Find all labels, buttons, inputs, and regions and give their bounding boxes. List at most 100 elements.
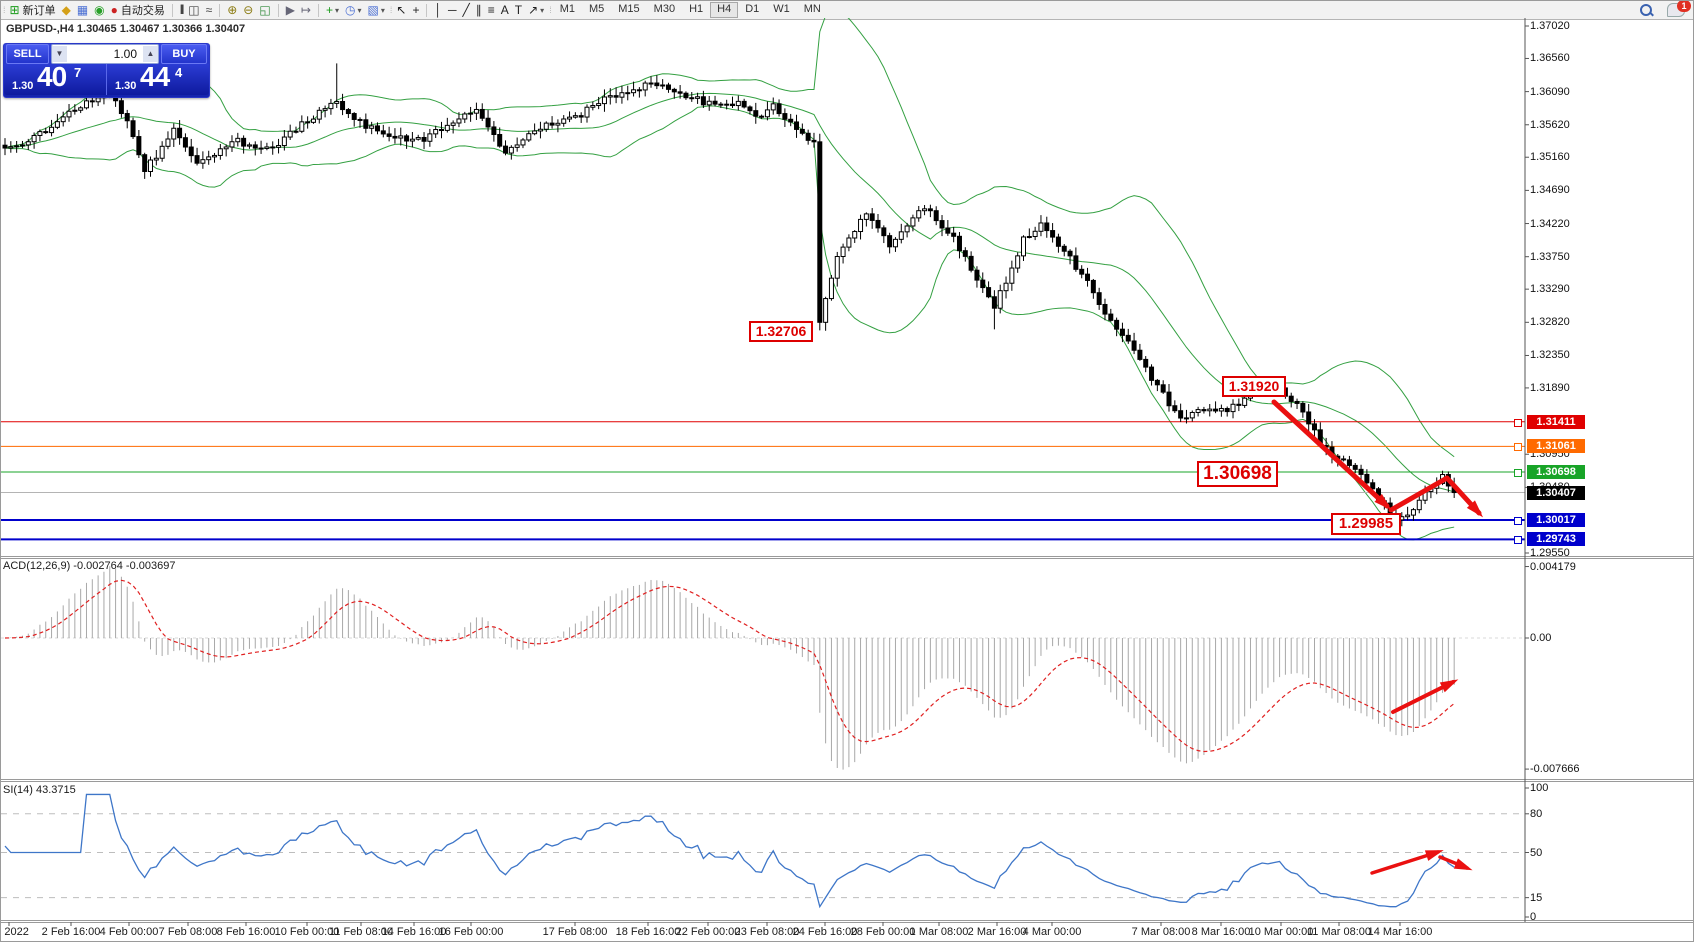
main-toolbar: ⁞ ⊞ 新订单 ◆ ▦ ◉ ● 自动交易 ||| ◫ ≈ ⊕ ⊖ ◱ ▶ ↦ + ▾ ◷ ▾ ▧ ▾ ⁞ ↖ + │ ─ ╱ ∥ ≡ A T ↗… [1,1,1693,20]
new-order-button[interactable]: ⊞ 新订单 [7,2,59,18]
date-axis-label: 1 Mar 08:00 [909,926,969,938]
zoom-out-button[interactable]: ⊖ [240,2,256,18]
vertical-line-button[interactable]: │ [431,2,445,18]
fibonacci-button[interactable]: ≡ [485,2,498,18]
price-line-badge: 1.30698 [1527,465,1585,480]
periods-button[interactable]: ◷ ▾ [342,2,365,18]
rsi-indicator-label: SI(14) 43.3715 [3,784,76,796]
crosshair-icon: + [412,3,420,17]
price-callout[interactable]: 1.31920 [1222,376,1286,397]
bar-chart-button[interactable]: ||| [177,2,185,18]
pane-separator [1,779,1693,780]
date-axis-label: 4 Feb 00:00 [99,926,159,938]
indicators-button[interactable]: + ▾ [323,2,342,18]
candlesticks [2,63,1457,527]
styles-button[interactable]: ◆ [59,2,74,18]
timeframe-button-m5[interactable]: M5 [588,3,605,15]
date-axis-label: 4 Mar 00:00 [1022,926,1082,938]
new-chart-button[interactable]: ▦ [74,2,91,18]
volume-increase-button[interactable]: ▲ [143,46,158,62]
line-chart-button[interactable]: ≈ [203,2,216,18]
indicators-icon: + [326,3,334,17]
arrows-button[interactable]: ↗ ▾ [525,2,547,18]
volume-input[interactable] [67,46,143,62]
trendline-button[interactable]: ╱ [460,2,473,18]
zoom-in-icon: ⊕ [227,3,238,17]
timeframe-button-h4[interactable]: H4 [710,2,739,18]
notification-badge: 1 [1677,1,1691,12]
periods-icon: ◷ [345,3,356,17]
chevron-down-icon[interactable]: ▾ [357,5,362,15]
price-axis-tick: 1.34690 [1530,184,1570,197]
timeframe-button-m15[interactable]: M15 [618,3,640,15]
sell-price-display[interactable]: 1.30 40 7 [4,61,107,95]
line-anchor-square[interactable] [1514,418,1522,427]
date-axis-label: 22 Feb 00:00 [675,926,741,938]
price-callout[interactable]: 1.30698 [1197,461,1278,487]
templates-icon: ▧ [367,3,379,17]
search-icon[interactable] [1640,3,1654,17]
date-axis-label: 8 Mar 16:00 [1191,926,1251,938]
timeframe-button-w1[interactable]: W1 [773,3,790,15]
line-anchor-square[interactable] [1514,469,1522,478]
candle-chart-icon: ◫ [188,3,200,17]
macd-axis-tick: 0.004179 [1530,560,1576,573]
date-axis-label: 28 Feb 00:00 [850,926,916,938]
fibonacci-icon: ≡ [487,3,495,17]
text-icon: A [500,3,509,17]
line-anchor-square[interactable] [1514,443,1522,452]
price-callout[interactable]: 1.29985 [1331,513,1401,535]
current-bid-badge: 1.30407 [1527,485,1585,500]
buy-price-prefix: 1.30 [115,80,137,92]
chevron-down-icon[interactable]: ▾ [380,5,385,15]
volume-decrease-button[interactable]: ▼ [52,46,67,62]
sell-price-prefix: 1.30 [12,80,34,92]
date-axis-label: 10 Mar 00:00 [1248,926,1314,938]
rsi-axis-tick: 0 [1530,911,1537,923]
timeframe-button-mn[interactable]: MN [803,3,821,15]
templates-button[interactable]: ▧ ▾ [365,2,388,18]
text-button[interactable]: A [498,2,512,18]
price-axis-tick: 1.35160 [1530,151,1570,164]
text-label-button[interactable]: T [512,2,525,18]
signals-button[interactable]: ◉ [91,2,107,18]
cursor-button[interactable]: ↖ [393,2,409,18]
timeframe-button-m30[interactable]: M30 [653,3,676,15]
zoom-in-button[interactable]: ⊕ [224,2,240,18]
buy-price-display[interactable]: 1.30 44 4 [107,61,209,95]
chat-icon[interactable]: 1 [1667,1,1691,17]
toolbar-separator [318,3,319,17]
auto-scroll-button[interactable]: ▶ [283,2,298,18]
sell-button[interactable]: SELL [6,44,49,64]
crosshair-button[interactable]: + [409,2,422,18]
line-anchor-square[interactable] [1514,536,1522,545]
sell-price-sup: 7 [74,65,82,80]
toolbar-handle: ⁞ [389,5,392,15]
pane-separator [1,556,1693,557]
line-anchor-square[interactable] [1514,517,1522,526]
buy-price-big: 44 [140,61,170,92]
timeframe-button-h1[interactable]: H1 [689,3,704,15]
price-line-badge: 1.31061 [1527,439,1585,454]
buy-button[interactable]: BUY [161,44,207,64]
chevron-down-icon[interactable]: ▾ [335,5,340,15]
price-axis-tick: 1.37020 [1530,20,1570,32]
date-axis-label: 23 Feb 08:00 [734,926,800,938]
channel-button[interactable]: ∥ [473,2,485,18]
chevron-down-icon[interactable]: ▾ [540,5,545,15]
price-axis-tick: 1.36560 [1530,52,1570,65]
date-axis-label: 17 Feb 08:00 [542,926,608,938]
timeframe-button-m1[interactable]: M1 [559,3,575,15]
horizontal-line-button[interactable]: ─ [445,2,460,18]
autotrade-button[interactable]: ● 自动交易 [108,2,168,18]
price-axis-tick: 1.33290 [1530,283,1570,296]
chart-shift-button[interactable]: ↦ [298,2,314,18]
tile-windows-button[interactable]: ◱ [256,2,273,18]
price-callout[interactable]: 1.32706 [749,321,813,342]
new-order-label: 新订单 [22,5,56,17]
candle-chart-button[interactable]: ◫ [185,2,202,18]
timeframe-button-d1[interactable]: D1 [745,3,760,15]
autotrade-icon: ● [110,3,118,17]
